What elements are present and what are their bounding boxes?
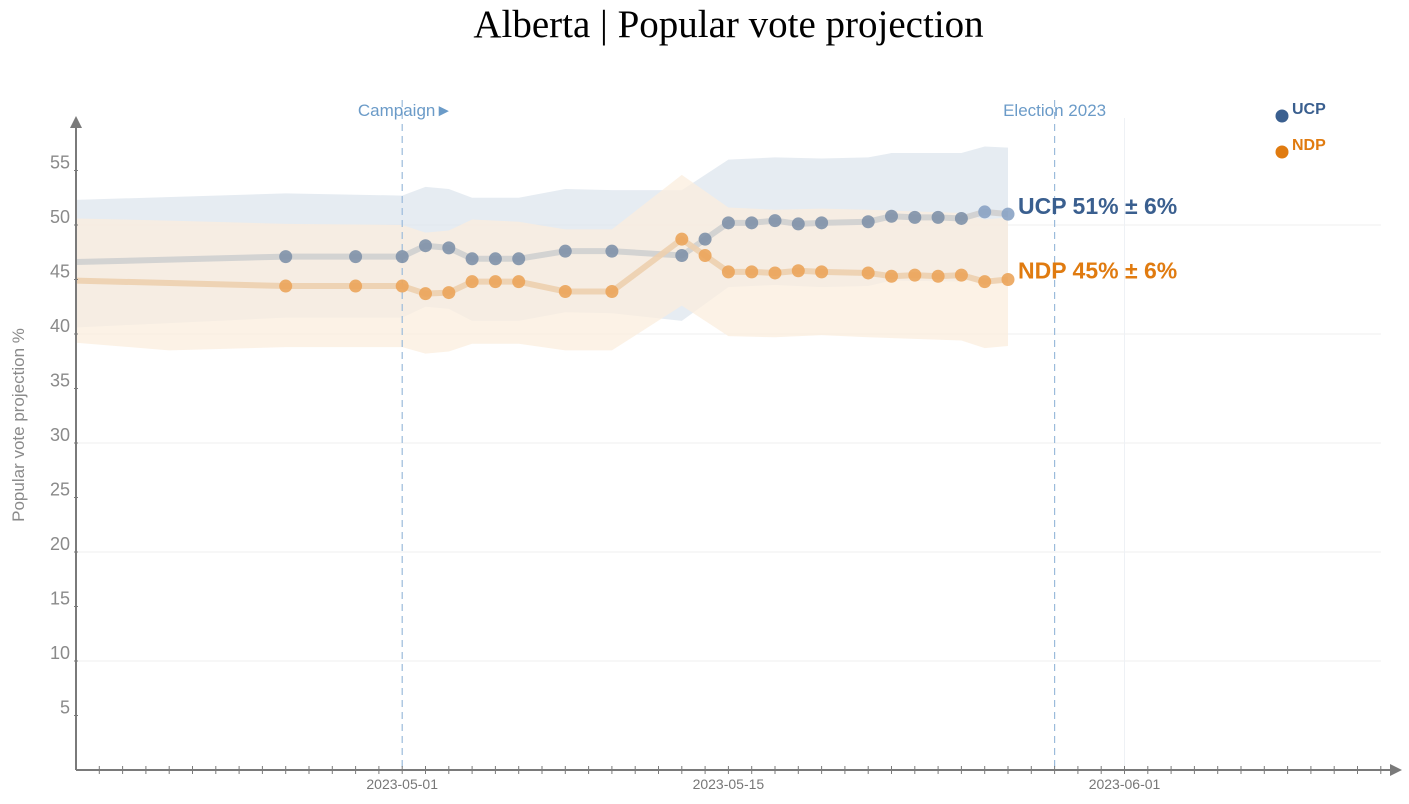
point-ucp (791, 217, 805, 231)
point-ndp (488, 275, 502, 289)
point-ndp (279, 279, 293, 293)
point-ucp (768, 214, 782, 228)
legend-label-ndp: NDP (1292, 137, 1326, 154)
point-ndp (885, 269, 898, 283)
end-label-ndp: NDP 45% ± 6% (1018, 258, 1177, 284)
point-ucp (931, 210, 945, 224)
point-ucp (512, 252, 526, 266)
point-ucp (908, 210, 922, 224)
point-ndp (442, 286, 456, 300)
y-tick-label: 45 (50, 262, 70, 282)
point-ndp (954, 268, 968, 282)
point-ucp (395, 250, 409, 264)
point-ucp (442, 241, 456, 255)
point-ndp (419, 287, 432, 301)
point-ucp (488, 252, 502, 266)
point-ndp (605, 284, 619, 298)
point-ndp (1001, 273, 1015, 286)
point-ucp (605, 244, 619, 258)
point-ucp (815, 216, 829, 230)
point-ucp (558, 244, 572, 258)
point-ucp (698, 232, 712, 246)
point-ndp (815, 265, 829, 279)
x-tick-label: 2023-05-01 (366, 776, 438, 792)
y-tick-label: 35 (50, 371, 70, 391)
point-ndp (861, 266, 875, 280)
y-tick-label: 25 (50, 480, 70, 500)
point-ndp (721, 265, 735, 279)
point-ndp (745, 265, 759, 279)
y-axis-label: Popular vote projection % (9, 328, 28, 522)
legend-marker-ndp (1275, 145, 1289, 159)
y-tick-label: 40 (50, 316, 70, 336)
point-ucp (349, 250, 363, 264)
point-ndp (465, 275, 479, 289)
point-ndp (791, 264, 805, 278)
point-ucp (885, 209, 898, 223)
y-tick-label: 55 (50, 153, 70, 173)
point-ucp (1001, 207, 1015, 221)
point-ucp (465, 252, 479, 266)
x-tick-label: 2023-05-15 (693, 776, 765, 792)
event-lines (401, 100, 1056, 770)
legend-label-ucp: UCP (1292, 101, 1326, 118)
point-ndp (395, 279, 409, 293)
point-ndp (675, 232, 689, 246)
point-ndp (512, 275, 526, 289)
point-ndp (558, 284, 572, 298)
x-tick-label: 2023-06-01 (1089, 776, 1161, 792)
point-ucp (978, 205, 992, 219)
y-tick-label: 15 (50, 589, 70, 609)
x-axis-arrow (1390, 764, 1402, 776)
point-ucp (745, 216, 759, 230)
point-ndp (349, 279, 363, 293)
point-ndp (978, 275, 992, 289)
uncertainty-bands (76, 146, 1008, 354)
y-tick-label: 30 (50, 425, 70, 445)
series-points (279, 205, 1015, 301)
y-tick-label: 20 (50, 534, 70, 554)
y-tick-label: 5 (60, 698, 70, 718)
axes: 5 10 15 20 25 30 35 40 45 50 55 2023-05-01 2023-05-1… (9, 116, 1402, 792)
annotation-label: Election 2023 (1003, 101, 1106, 120)
annotation-label: Campaign► (358, 101, 452, 120)
y-tick-label: 50 (50, 207, 70, 227)
point-ndp (908, 268, 922, 282)
chart-title: Alberta | Popular vote projection (473, 3, 984, 46)
labels: Campaign► Election 2023 UCP 51% ± 6% NDP 45… (358, 101, 1177, 284)
y-axis-arrow (70, 116, 82, 128)
point-ndp (931, 269, 945, 283)
end-label-ucp: UCP 51% ± 6% (1018, 193, 1177, 219)
point-ndp (698, 249, 712, 263)
y-tick-label: 10 (50, 643, 70, 663)
legend: UCP NDP (1275, 101, 1326, 159)
point-ucp (279, 250, 293, 264)
point-ucp (721, 216, 735, 230)
point-ucp (675, 249, 689, 263)
point-ucp (861, 215, 875, 229)
point-ucp (419, 239, 432, 253)
legend-marker-ucp (1275, 109, 1289, 123)
point-ucp (954, 211, 968, 225)
point-ndp (768, 266, 782, 280)
